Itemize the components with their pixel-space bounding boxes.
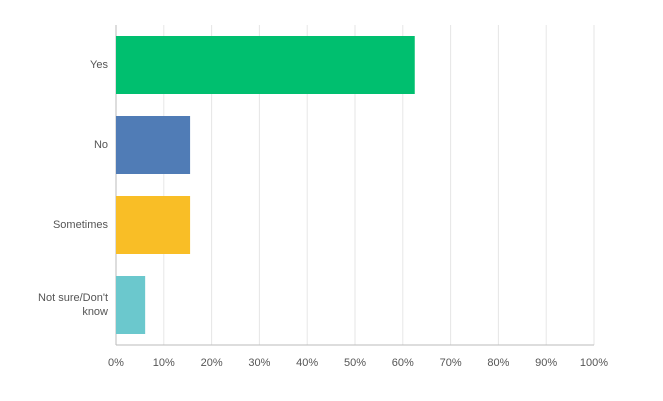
x-tick-label: 80% <box>487 357 509 369</box>
x-tick-label: 90% <box>535 357 557 369</box>
x-tick-label: 50% <box>344 357 366 369</box>
bar <box>116 276 146 334</box>
bar <box>116 196 191 254</box>
x-tick-label: 0% <box>108 357 124 369</box>
x-tick-label: 60% <box>392 357 414 369</box>
bar <box>116 116 191 174</box>
bar <box>116 36 415 94</box>
x-tick-label: 20% <box>201 357 223 369</box>
x-tick-label: 100% <box>580 357 608 369</box>
y-tick-label: No <box>93 139 108 151</box>
y-tick-label: Yes <box>90 59 108 71</box>
x-tick-label: 40% <box>296 357 318 369</box>
x-tick-label: 70% <box>440 357 462 369</box>
x-tick-label: 10% <box>153 357 175 369</box>
y-tick-label: Sometimes <box>52 219 108 231</box>
x-tick-label: 30% <box>248 357 270 369</box>
y-tick-label: Not sure/Don't know <box>38 292 108 318</box>
